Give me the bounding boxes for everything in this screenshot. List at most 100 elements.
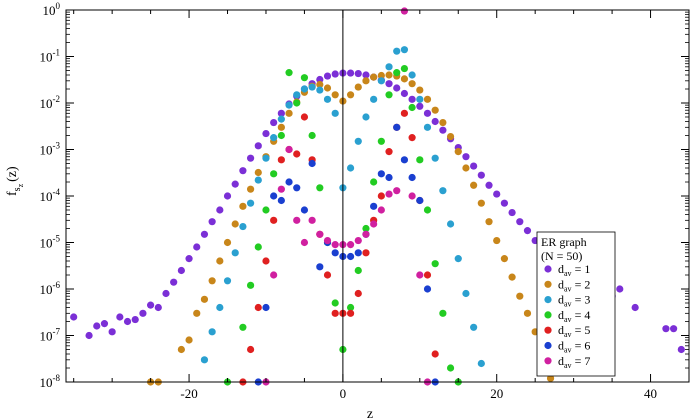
data-point (370, 202, 378, 210)
data-point (85, 331, 93, 340)
data-point (408, 192, 416, 200)
data-point (323, 72, 332, 80)
x-tick-labels: -20 0 20 40 (180, 386, 657, 401)
data-point (270, 134, 278, 142)
data-point (93, 322, 101, 330)
data-point (316, 184, 324, 192)
data-point (408, 80, 416, 88)
data-point (208, 218, 216, 226)
data-point (470, 323, 478, 331)
data-point (446, 220, 455, 228)
data-point (393, 187, 401, 195)
data-point (662, 325, 670, 333)
data-point (216, 206, 224, 214)
data-point (400, 46, 409, 54)
data-point (123, 317, 132, 326)
data-point (370, 178, 378, 186)
data-point (323, 236, 332, 245)
data-point (346, 252, 355, 261)
data-point (262, 206, 270, 214)
data-point (285, 69, 293, 77)
data-point (300, 85, 309, 93)
data-point (477, 199, 485, 207)
data-point (293, 99, 301, 107)
series-d-av-3 (200, 46, 485, 368)
y-tick-label: 10-3 (40, 141, 61, 158)
data-point (185, 255, 193, 263)
data-point (254, 176, 262, 184)
data-point (354, 289, 362, 298)
legend-label: dav = 7 (558, 354, 590, 370)
legend-subtitle: (N = 50) (541, 249, 582, 263)
data-point (462, 164, 470, 172)
legend-title: ER graph (541, 235, 587, 249)
data-point (477, 171, 485, 179)
data-point (408, 134, 416, 142)
legend-box (536, 231, 616, 377)
data-point (346, 69, 355, 77)
data-point (446, 364, 455, 372)
data-point (254, 142, 262, 150)
data-point (423, 285, 432, 293)
data-point (277, 185, 285, 193)
data-point (377, 192, 385, 200)
data-point (316, 80, 324, 89)
data-point (385, 148, 393, 156)
series-d-av-4 (223, 64, 462, 386)
y-tick-label: 10-6 (40, 280, 61, 297)
legend-label: dav = 3 (558, 293, 590, 309)
data-point (331, 309, 339, 317)
data-point (631, 303, 639, 312)
data-point (154, 303, 162, 312)
data-point (100, 320, 109, 328)
data-point (308, 131, 316, 140)
data-point (423, 95, 432, 103)
data-point (300, 206, 309, 214)
y-tick-label: 10-7 (40, 327, 61, 344)
data-point (362, 224, 370, 233)
data-point (470, 181, 478, 189)
data-point (393, 47, 401, 55)
data-point (277, 123, 285, 131)
data-point (400, 89, 409, 98)
data-point (423, 271, 432, 279)
data-point (323, 84, 332, 92)
data-point (316, 86, 324, 94)
data-point (377, 206, 385, 214)
data-point (400, 64, 409, 73)
data-point (385, 71, 393, 79)
data-point (239, 167, 247, 175)
data-point (208, 277, 216, 285)
data-point (477, 359, 485, 368)
data-point (231, 180, 239, 188)
data-point (331, 241, 339, 249)
data-point (185, 336, 193, 344)
y-tick-label: 10-4 (40, 187, 61, 204)
data-point (346, 309, 355, 317)
data-point (193, 309, 201, 317)
legend-marker (544, 326, 552, 334)
data-point (254, 243, 262, 251)
legend-label: dav = 4 (558, 308, 590, 324)
data-point (308, 216, 316, 224)
data-point (300, 113, 309, 121)
data-point (462, 289, 470, 298)
y-tick-label: 10-1 (40, 48, 61, 65)
data-point (262, 154, 270, 162)
data-point (277, 156, 285, 164)
data-point (254, 303, 262, 312)
data-point (370, 220, 378, 228)
data-point (362, 113, 370, 121)
data-point (239, 222, 247, 231)
data-point (377, 71, 385, 80)
data-point (231, 249, 239, 257)
data-point (239, 323, 247, 331)
legend-marker (544, 341, 552, 350)
data-point (200, 356, 209, 364)
data-point (170, 278, 178, 286)
data-point (677, 345, 685, 354)
legend-marker (544, 357, 552, 365)
data-point (354, 137, 362, 145)
x-axis-label: z (367, 407, 373, 420)
data-point (377, 137, 385, 145)
